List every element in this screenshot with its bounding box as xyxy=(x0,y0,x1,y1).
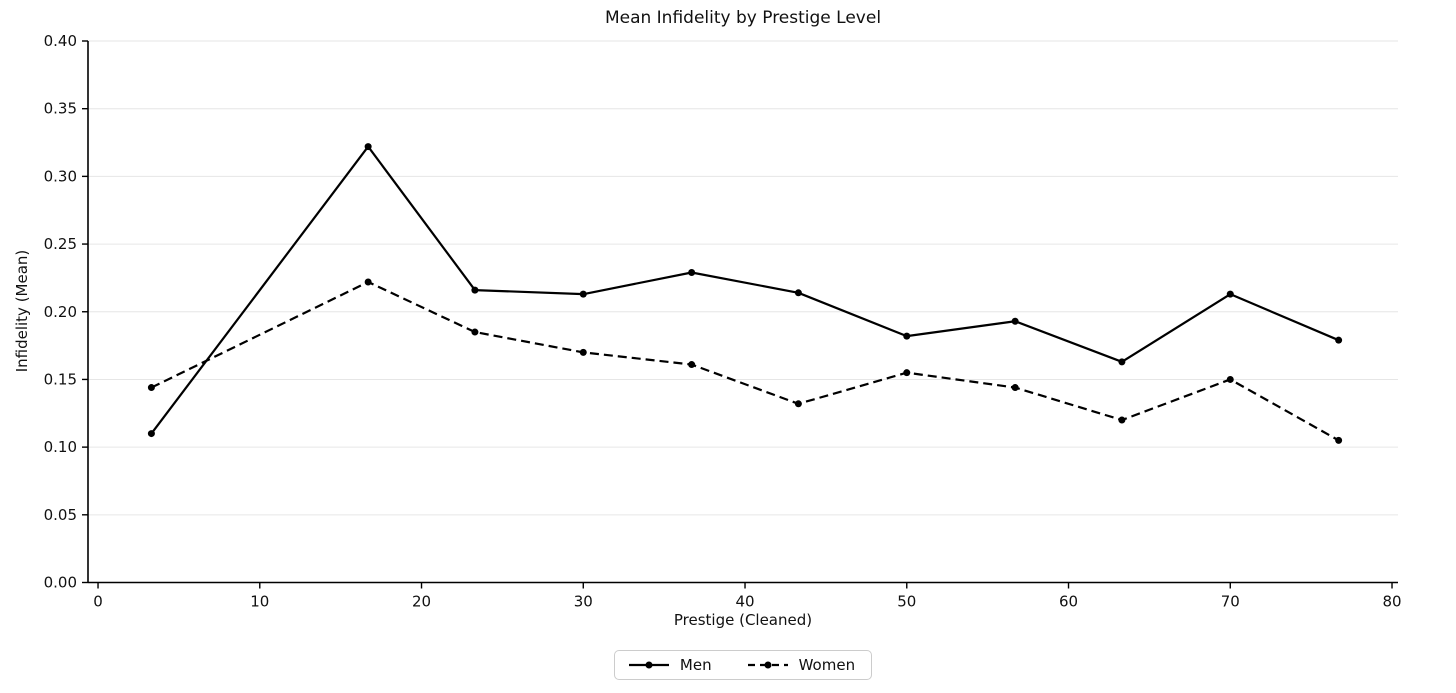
marker-men xyxy=(688,268,696,276)
marker-men xyxy=(1226,290,1234,298)
marker-men xyxy=(1118,358,1126,366)
marker-men xyxy=(579,290,587,298)
x-tick-label: 10 xyxy=(250,593,269,611)
legend-box: Men Women xyxy=(613,650,873,680)
marker-women xyxy=(688,361,696,369)
x-tick-label: 50 xyxy=(897,593,916,611)
x-tick-label: 70 xyxy=(1221,593,1240,611)
series-line-women xyxy=(150,280,1340,442)
y-tick-label: 0.40 xyxy=(44,32,77,50)
x-tick-label: 40 xyxy=(735,593,754,611)
y-tick-label: 0.25 xyxy=(44,235,77,253)
x-tick-label: 60 xyxy=(1059,593,1078,611)
legend-label-men: Men xyxy=(679,656,712,674)
marker-women xyxy=(579,348,587,356)
y-tick-label: 0.10 xyxy=(44,438,77,456)
marker-women xyxy=(1335,436,1343,444)
marker-men xyxy=(364,143,372,151)
x-tick-label: 80 xyxy=(1382,593,1401,611)
legend-item-men: Men xyxy=(627,656,712,674)
chart-title: Mean Infidelity by Prestige Level xyxy=(604,8,882,28)
marker-women xyxy=(903,369,911,377)
marker-men xyxy=(903,332,911,340)
marker-women xyxy=(1226,375,1234,383)
marker-women xyxy=(794,400,802,408)
marker-men xyxy=(1011,317,1019,325)
legend-label-women: Women xyxy=(798,656,856,674)
marker-women xyxy=(1118,416,1126,424)
x-axis-label: Prestige (Cleaned) xyxy=(673,611,813,629)
y-tick-label: 0.20 xyxy=(44,303,77,321)
y-tick-label: 0.00 xyxy=(44,574,77,592)
y-tick-label: 0.30 xyxy=(44,167,77,185)
x-tick-label: 0 xyxy=(93,593,103,611)
y-tick-label: 0.05 xyxy=(44,506,77,524)
x-tick-label: 30 xyxy=(574,593,593,611)
x-tick-label: 20 xyxy=(412,593,431,611)
marker-men xyxy=(147,430,155,438)
marker-women xyxy=(364,278,372,286)
legend-item-women: Women xyxy=(746,656,855,674)
marker-men xyxy=(471,286,479,294)
women-dashed-line-icon xyxy=(747,661,788,669)
legend: Men Women xyxy=(88,650,1398,680)
marker-women xyxy=(147,384,155,392)
y-tick-label: 0.15 xyxy=(44,370,77,388)
marker-men xyxy=(794,289,802,297)
marker-women xyxy=(471,328,479,336)
y-axis-label: Infidelity (Mean) xyxy=(13,249,31,373)
marker-men xyxy=(1335,336,1343,344)
men-solid-line-icon xyxy=(628,661,669,669)
marker-women xyxy=(1011,384,1019,392)
series-line-men xyxy=(150,145,1340,435)
y-tick-label: 0.35 xyxy=(44,100,77,118)
